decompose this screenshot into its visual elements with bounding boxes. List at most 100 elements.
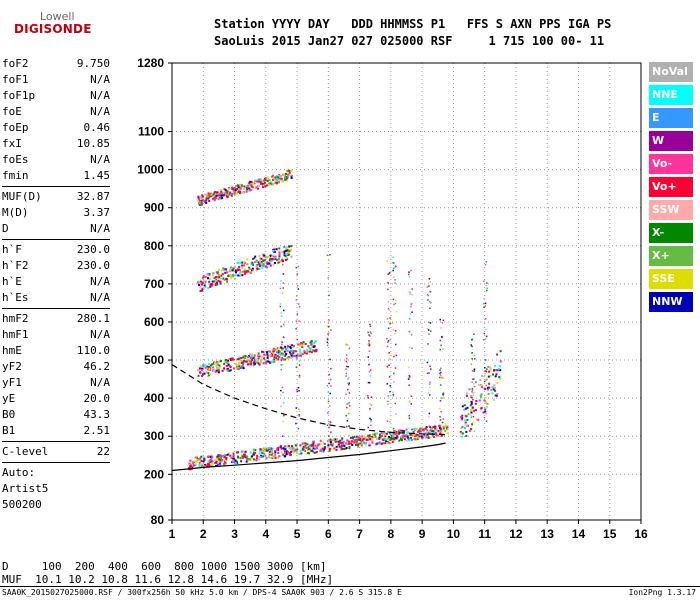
echo-point bbox=[329, 405, 331, 407]
echo-point bbox=[471, 352, 473, 354]
echo-point bbox=[307, 448, 310, 450]
echo-point bbox=[431, 430, 434, 432]
echo-point bbox=[427, 436, 430, 439]
echo-point bbox=[266, 256, 269, 258]
echo-point bbox=[215, 281, 218, 284]
echo-point bbox=[313, 451, 316, 454]
echo-point bbox=[388, 352, 391, 354]
echo-point bbox=[296, 274, 298, 276]
echo-point bbox=[341, 438, 344, 441]
echo-point bbox=[204, 200, 207, 203]
echo-point bbox=[229, 266, 232, 269]
echo-point bbox=[263, 253, 266, 256]
echo-point bbox=[214, 284, 217, 287]
echo-point bbox=[469, 404, 472, 407]
echo-point bbox=[204, 280, 207, 283]
echo-point bbox=[348, 446, 351, 449]
echo-point bbox=[238, 188, 241, 190]
echo-point bbox=[471, 389, 474, 391]
echo-point bbox=[208, 367, 211, 370]
echo-point bbox=[367, 437, 370, 440]
echo-point bbox=[239, 261, 242, 264]
echo-point bbox=[384, 433, 387, 436]
echo-point bbox=[216, 363, 219, 366]
echo-point bbox=[406, 431, 409, 434]
echo-point bbox=[212, 193, 215, 196]
echo-point bbox=[426, 433, 429, 436]
echo-point bbox=[395, 354, 398, 357]
echo-point bbox=[425, 436, 428, 439]
echo-point bbox=[369, 438, 372, 441]
echo-point bbox=[216, 455, 219, 458]
echo-point bbox=[294, 448, 297, 451]
echo-point bbox=[388, 309, 390, 311]
echo-point bbox=[207, 368, 210, 371]
x-tick-label: 11 bbox=[478, 527, 491, 541]
echo-point bbox=[392, 433, 395, 436]
param-value: N/A bbox=[90, 275, 110, 288]
echo-point bbox=[226, 453, 229, 456]
echo-point bbox=[387, 301, 390, 303]
echo-point bbox=[347, 378, 349, 381]
echo-point bbox=[410, 395, 413, 397]
echo-point bbox=[275, 357, 278, 360]
echo-point bbox=[234, 362, 237, 365]
divider bbox=[2, 308, 110, 309]
echo-point bbox=[254, 362, 256, 365]
echo-point bbox=[296, 357, 298, 359]
echo-point bbox=[257, 352, 260, 355]
echo-point bbox=[496, 369, 499, 372]
echo-point bbox=[232, 189, 235, 192]
echo-point bbox=[211, 460, 214, 463]
echo-point bbox=[383, 436, 386, 439]
echo-point bbox=[300, 452, 303, 455]
echo-point bbox=[264, 179, 267, 181]
echo-point bbox=[412, 428, 415, 431]
echo-point bbox=[392, 256, 394, 258]
divider bbox=[2, 441, 110, 442]
echo-point bbox=[484, 305, 487, 307]
echo-point bbox=[471, 391, 473, 393]
echo-point bbox=[229, 191, 232, 194]
echo-point bbox=[287, 349, 290, 352]
echo-point bbox=[267, 449, 270, 452]
echo-point bbox=[297, 288, 300, 290]
echo-point bbox=[278, 247, 281, 250]
echo-point bbox=[368, 363, 370, 366]
param-row: D N/A bbox=[2, 221, 110, 237]
echo-point bbox=[393, 381, 395, 383]
echo-point bbox=[219, 456, 222, 459]
echo-point bbox=[410, 269, 412, 272]
echo-point bbox=[326, 344, 329, 347]
param-label: M(D) bbox=[2, 206, 29, 219]
echo-point bbox=[416, 438, 419, 441]
echo-point bbox=[284, 346, 286, 349]
echo-point bbox=[221, 459, 224, 461]
echo-point bbox=[408, 330, 411, 333]
echo-point bbox=[281, 180, 284, 183]
echo-point bbox=[239, 271, 242, 274]
echo-point bbox=[486, 282, 488, 284]
echo-point bbox=[202, 460, 205, 463]
echo-point bbox=[408, 417, 411, 419]
param-row: MUF(D) 32.87 bbox=[2, 189, 110, 205]
echo-point bbox=[239, 187, 242, 190]
echo-point bbox=[399, 438, 402, 441]
echo-point bbox=[360, 444, 363, 447]
echo-point bbox=[484, 397, 487, 399]
echo-point bbox=[473, 383, 475, 385]
echo-point bbox=[239, 269, 241, 272]
echo-point bbox=[232, 452, 235, 455]
echo-point bbox=[346, 425, 348, 428]
echo-point bbox=[480, 407, 483, 410]
echo-point bbox=[463, 408, 466, 411]
echo-point bbox=[298, 414, 300, 416]
echo-point bbox=[262, 362, 265, 364]
echo-point bbox=[411, 334, 413, 336]
echo-point bbox=[283, 323, 285, 326]
profile-trace-dashed bbox=[171, 364, 446, 436]
echo-point bbox=[209, 285, 212, 288]
y-tick-label: 900 bbox=[144, 201, 164, 215]
echo-point bbox=[281, 347, 284, 350]
echo-point bbox=[224, 189, 227, 192]
